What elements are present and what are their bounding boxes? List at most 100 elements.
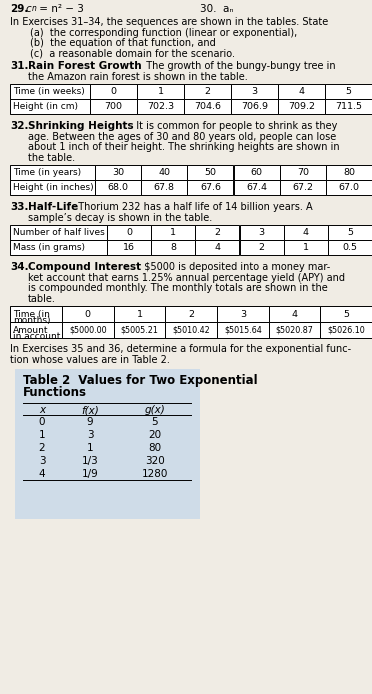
Text: Height (in cm): Height (in cm) — [13, 102, 78, 111]
Text: 1: 1 — [170, 228, 176, 237]
Bar — [284, 225, 328, 240]
Text: 29.: 29. — [10, 4, 28, 14]
Text: 34.: 34. — [10, 262, 29, 272]
Text: in account: in account — [13, 332, 60, 341]
Text: Amount: Amount — [13, 326, 48, 335]
Bar — [325, 84, 372, 99]
Bar — [280, 180, 326, 195]
Text: 2: 2 — [214, 228, 221, 237]
Bar — [62, 322, 114, 338]
Text: 1: 1 — [137, 310, 142, 319]
Text: 80: 80 — [148, 443, 161, 452]
Text: 320: 320 — [145, 455, 165, 466]
Text: g(x): g(x) — [145, 405, 166, 415]
Bar — [231, 84, 278, 99]
Text: 702.3: 702.3 — [147, 102, 174, 111]
Text: 704.6: 704.6 — [194, 102, 221, 111]
Text: In Exercises 35 and 36, determine a formula for the exponential func-: In Exercises 35 and 36, determine a form… — [10, 344, 351, 354]
Text: It is common for people to shrink as they: It is common for people to shrink as the… — [130, 121, 337, 131]
Bar — [269, 306, 320, 322]
Text: $5000 is deposited into a money mar-: $5000 is deposited into a money mar- — [138, 262, 330, 272]
Bar — [10, 180, 95, 195]
Bar — [10, 84, 90, 99]
Text: 2: 2 — [205, 87, 211, 96]
Bar — [165, 306, 217, 322]
Text: 5: 5 — [346, 87, 352, 96]
Text: 1: 1 — [157, 87, 164, 96]
Text: $5026.10: $5026.10 — [327, 325, 365, 335]
Text: 33.: 33. — [10, 202, 29, 212]
Text: The growth of the bungy-bungy tree in: The growth of the bungy-bungy tree in — [140, 61, 336, 71]
Text: 70: 70 — [297, 168, 309, 177]
Text: 0: 0 — [126, 228, 132, 237]
Bar — [184, 99, 231, 114]
Bar — [141, 165, 187, 180]
Text: Shrinking Heights: Shrinking Heights — [28, 121, 134, 131]
Text: 32.: 32. — [10, 121, 29, 131]
Bar — [284, 240, 328, 255]
Bar — [326, 165, 372, 180]
Text: 8: 8 — [170, 243, 176, 252]
Bar — [107, 240, 151, 255]
Text: $5010.42: $5010.42 — [172, 325, 210, 335]
Text: 1280: 1280 — [142, 468, 168, 478]
Text: x: x — [39, 405, 45, 415]
Text: 9: 9 — [87, 416, 93, 427]
Bar — [10, 240, 107, 255]
Text: $5020.87: $5020.87 — [276, 325, 314, 335]
Text: 67.6: 67.6 — [200, 183, 221, 192]
Text: n: n — [32, 4, 37, 13]
Bar — [184, 84, 231, 99]
Text: 0: 0 — [39, 416, 45, 427]
Text: Compound Interest: Compound Interest — [28, 262, 141, 272]
Text: 80: 80 — [343, 168, 355, 177]
Text: 68.0: 68.0 — [108, 183, 129, 192]
Bar — [269, 322, 320, 338]
Text: 1/9: 1/9 — [81, 468, 98, 478]
Text: 40: 40 — [158, 168, 170, 177]
Text: Thorium 232 has a half life of 14 billion years. A: Thorium 232 has a half life of 14 billio… — [72, 202, 312, 212]
Text: $5015.64: $5015.64 — [224, 325, 262, 335]
Text: Mass (in grams): Mass (in grams) — [13, 243, 85, 252]
Text: 1: 1 — [87, 443, 93, 452]
Text: 60: 60 — [251, 168, 263, 177]
Text: (b)  the equation of that function, and: (b) the equation of that function, and — [30, 38, 216, 48]
Text: 5: 5 — [343, 310, 349, 319]
Text: 67.4: 67.4 — [246, 183, 267, 192]
Bar — [328, 225, 372, 240]
Bar — [278, 84, 325, 99]
Text: 30.  aₙ: 30. aₙ — [200, 4, 234, 14]
Text: 50: 50 — [205, 168, 217, 177]
Text: Time (in years): Time (in years) — [13, 168, 81, 177]
Text: 711.5: 711.5 — [335, 102, 362, 111]
Text: c: c — [26, 4, 32, 14]
Bar — [10, 306, 62, 322]
Bar — [114, 322, 165, 338]
Text: 1: 1 — [39, 430, 45, 439]
Text: 67.0: 67.0 — [339, 183, 359, 192]
Text: table.: table. — [28, 294, 56, 303]
Text: 4: 4 — [292, 310, 298, 319]
Text: 4: 4 — [214, 243, 221, 252]
Text: Time (in weeks): Time (in weeks) — [13, 87, 85, 96]
Bar — [10, 225, 107, 240]
Bar — [137, 99, 184, 114]
Text: 1: 1 — [303, 243, 309, 252]
Bar — [10, 165, 95, 180]
Text: months): months) — [13, 316, 51, 325]
Text: Time (in: Time (in — [13, 310, 50, 319]
Text: 3: 3 — [39, 455, 45, 466]
Text: Functions: Functions — [23, 385, 87, 398]
Bar — [328, 240, 372, 255]
Bar — [217, 306, 269, 322]
Text: 67.8: 67.8 — [154, 183, 175, 192]
Text: 0: 0 — [85, 310, 91, 319]
Text: Values for Two Exponential: Values for Two Exponential — [70, 374, 258, 387]
Text: 700: 700 — [105, 102, 122, 111]
Text: (a)  the corresponding function (linear or exponential),: (a) the corresponding function (linear o… — [30, 28, 297, 37]
Bar — [10, 99, 90, 114]
Text: 2: 2 — [259, 243, 264, 252]
Bar — [234, 180, 280, 195]
Bar — [240, 225, 284, 240]
Text: 4: 4 — [39, 468, 45, 478]
